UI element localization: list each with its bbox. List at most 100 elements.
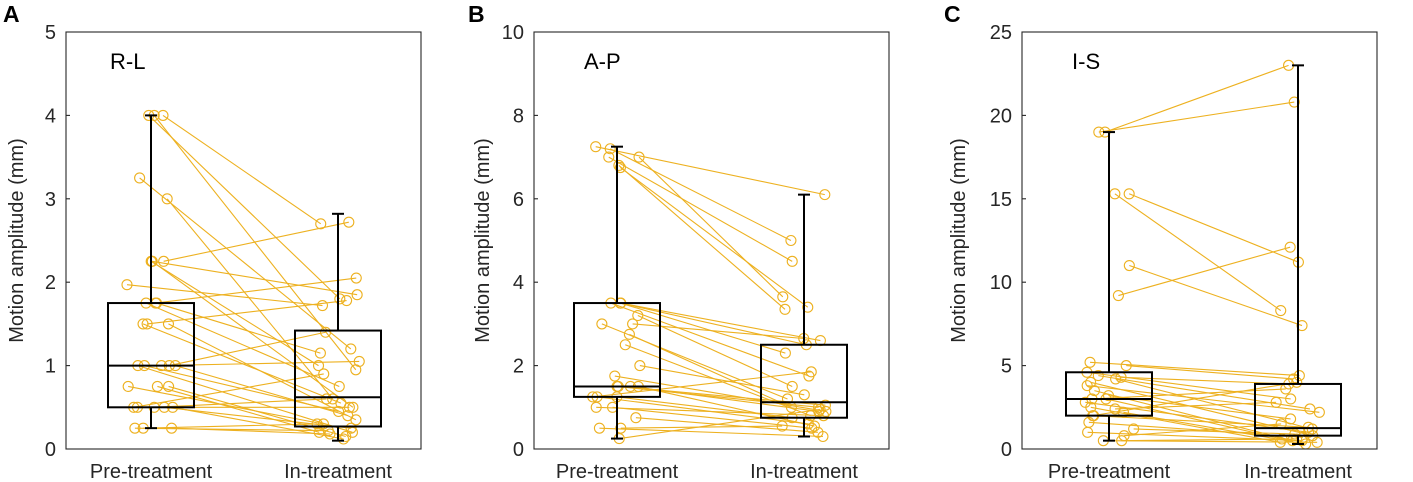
point-pre [161, 193, 173, 205]
pair-line [164, 406, 352, 429]
point-in [819, 189, 831, 201]
plot-layer-c [1079, 59, 1325, 450]
point-pre [1085, 401, 1097, 413]
y-tick-label: 25 [990, 22, 1012, 44]
point-in [779, 303, 791, 315]
box-pre [573, 302, 661, 398]
pair-line [145, 302, 340, 387]
point-in [333, 380, 345, 393]
point-in [777, 291, 789, 303]
point-pre [1082, 426, 1094, 438]
point-in [316, 300, 329, 312]
point-pre [590, 141, 602, 153]
point-pre [1123, 259, 1135, 272]
point-pre [604, 143, 616, 155]
panel-letter-a: A [3, 1, 20, 27]
point-in [1288, 96, 1300, 108]
point-in [1270, 396, 1282, 408]
pair-line [1118, 246, 1291, 297]
pair-line [1090, 406, 1281, 443]
point-pre [122, 380, 134, 393]
pair-line [638, 156, 784, 298]
box-layer-a [107, 114, 382, 442]
pair-line [153, 115, 357, 371]
point-in [779, 347, 791, 359]
point-in [813, 405, 825, 418]
point-in [343, 401, 355, 413]
point-pre [1092, 370, 1104, 382]
point-in [351, 289, 363, 301]
point-pre [1109, 188, 1121, 200]
pair-line [612, 406, 812, 429]
point-pre [634, 360, 646, 372]
point-in [320, 393, 333, 405]
point-in [334, 293, 346, 305]
pair-line [635, 417, 818, 433]
point-pre [129, 422, 141, 434]
point-pre [146, 255, 158, 267]
pair-line [151, 260, 354, 408]
point-in [343, 216, 355, 228]
panel-b: B A-P 0 2 4 6 8 10 Pre-treatment In-trea… [468, 1, 890, 482]
panel-letter-c: C [944, 1, 961, 27]
point-in [776, 420, 788, 432]
point-in [808, 420, 820, 432]
pair-line [632, 323, 804, 340]
y-axis-label-a: Motion amplitude (mm) [6, 138, 28, 343]
point-in [320, 326, 332, 338]
point-pre [1088, 385, 1100, 397]
x-tick-label-in: In-treatment [284, 461, 392, 482]
axes-frame-b [533, 31, 890, 450]
plot-layer-b [587, 141, 832, 445]
pair-line [1087, 385, 1320, 413]
pair-line [620, 302, 786, 354]
pair-line [638, 385, 815, 427]
point-pre [596, 318, 608, 330]
y-tick-label: 3 [45, 189, 56, 211]
pair-line [166, 198, 334, 400]
pair-line [126, 284, 323, 307]
pair-line [1121, 376, 1289, 385]
box-in [760, 343, 848, 419]
point-pre [1110, 373, 1122, 385]
point-in [341, 294, 353, 307]
x-tick-label-in: In-treatment [750, 461, 858, 482]
point-in [814, 403, 826, 415]
y-axis-label-c: Motion amplitude (mm) [948, 138, 970, 343]
pair-line [1104, 64, 1289, 133]
pair-line [1098, 101, 1295, 133]
point-in [1275, 305, 1287, 317]
point-pre [613, 159, 625, 171]
y-tick-label: 0 [1001, 439, 1012, 461]
point-pre [609, 370, 621, 382]
y-tick-label: 10 [990, 272, 1012, 294]
point-pre [615, 422, 627, 434]
inner-title-a: R-L [110, 49, 145, 74]
point-in [340, 430, 352, 443]
y-tick-label: 2 [513, 356, 524, 378]
point-pre [121, 279, 133, 291]
pair-line [148, 115, 341, 300]
y-tick-label: 6 [513, 189, 524, 211]
point-in [786, 255, 798, 267]
pair-line [1098, 375, 1311, 410]
panel-c: C I-S 0 5 10 15 20 25 Pre-treatment In-t… [944, 1, 1378, 482]
point-in [312, 360, 325, 372]
pair-line [1115, 378, 1313, 430]
point-in [1311, 436, 1323, 448]
pair-line [620, 302, 807, 346]
y-tick-label: 15 [990, 189, 1012, 211]
point-pre [630, 412, 642, 424]
pair-line [137, 365, 353, 433]
pair-line [597, 396, 809, 425]
y-ticks-c: 0 5 10 15 20 25 [990, 22, 1026, 461]
pair-line [1114, 193, 1282, 312]
pair-line [618, 165, 786, 310]
pair-line [144, 365, 339, 413]
pair-line [614, 375, 826, 413]
pair-line [154, 398, 327, 408]
point-in [318, 368, 330, 380]
point-in [350, 272, 362, 284]
pair-line [156, 302, 321, 354]
